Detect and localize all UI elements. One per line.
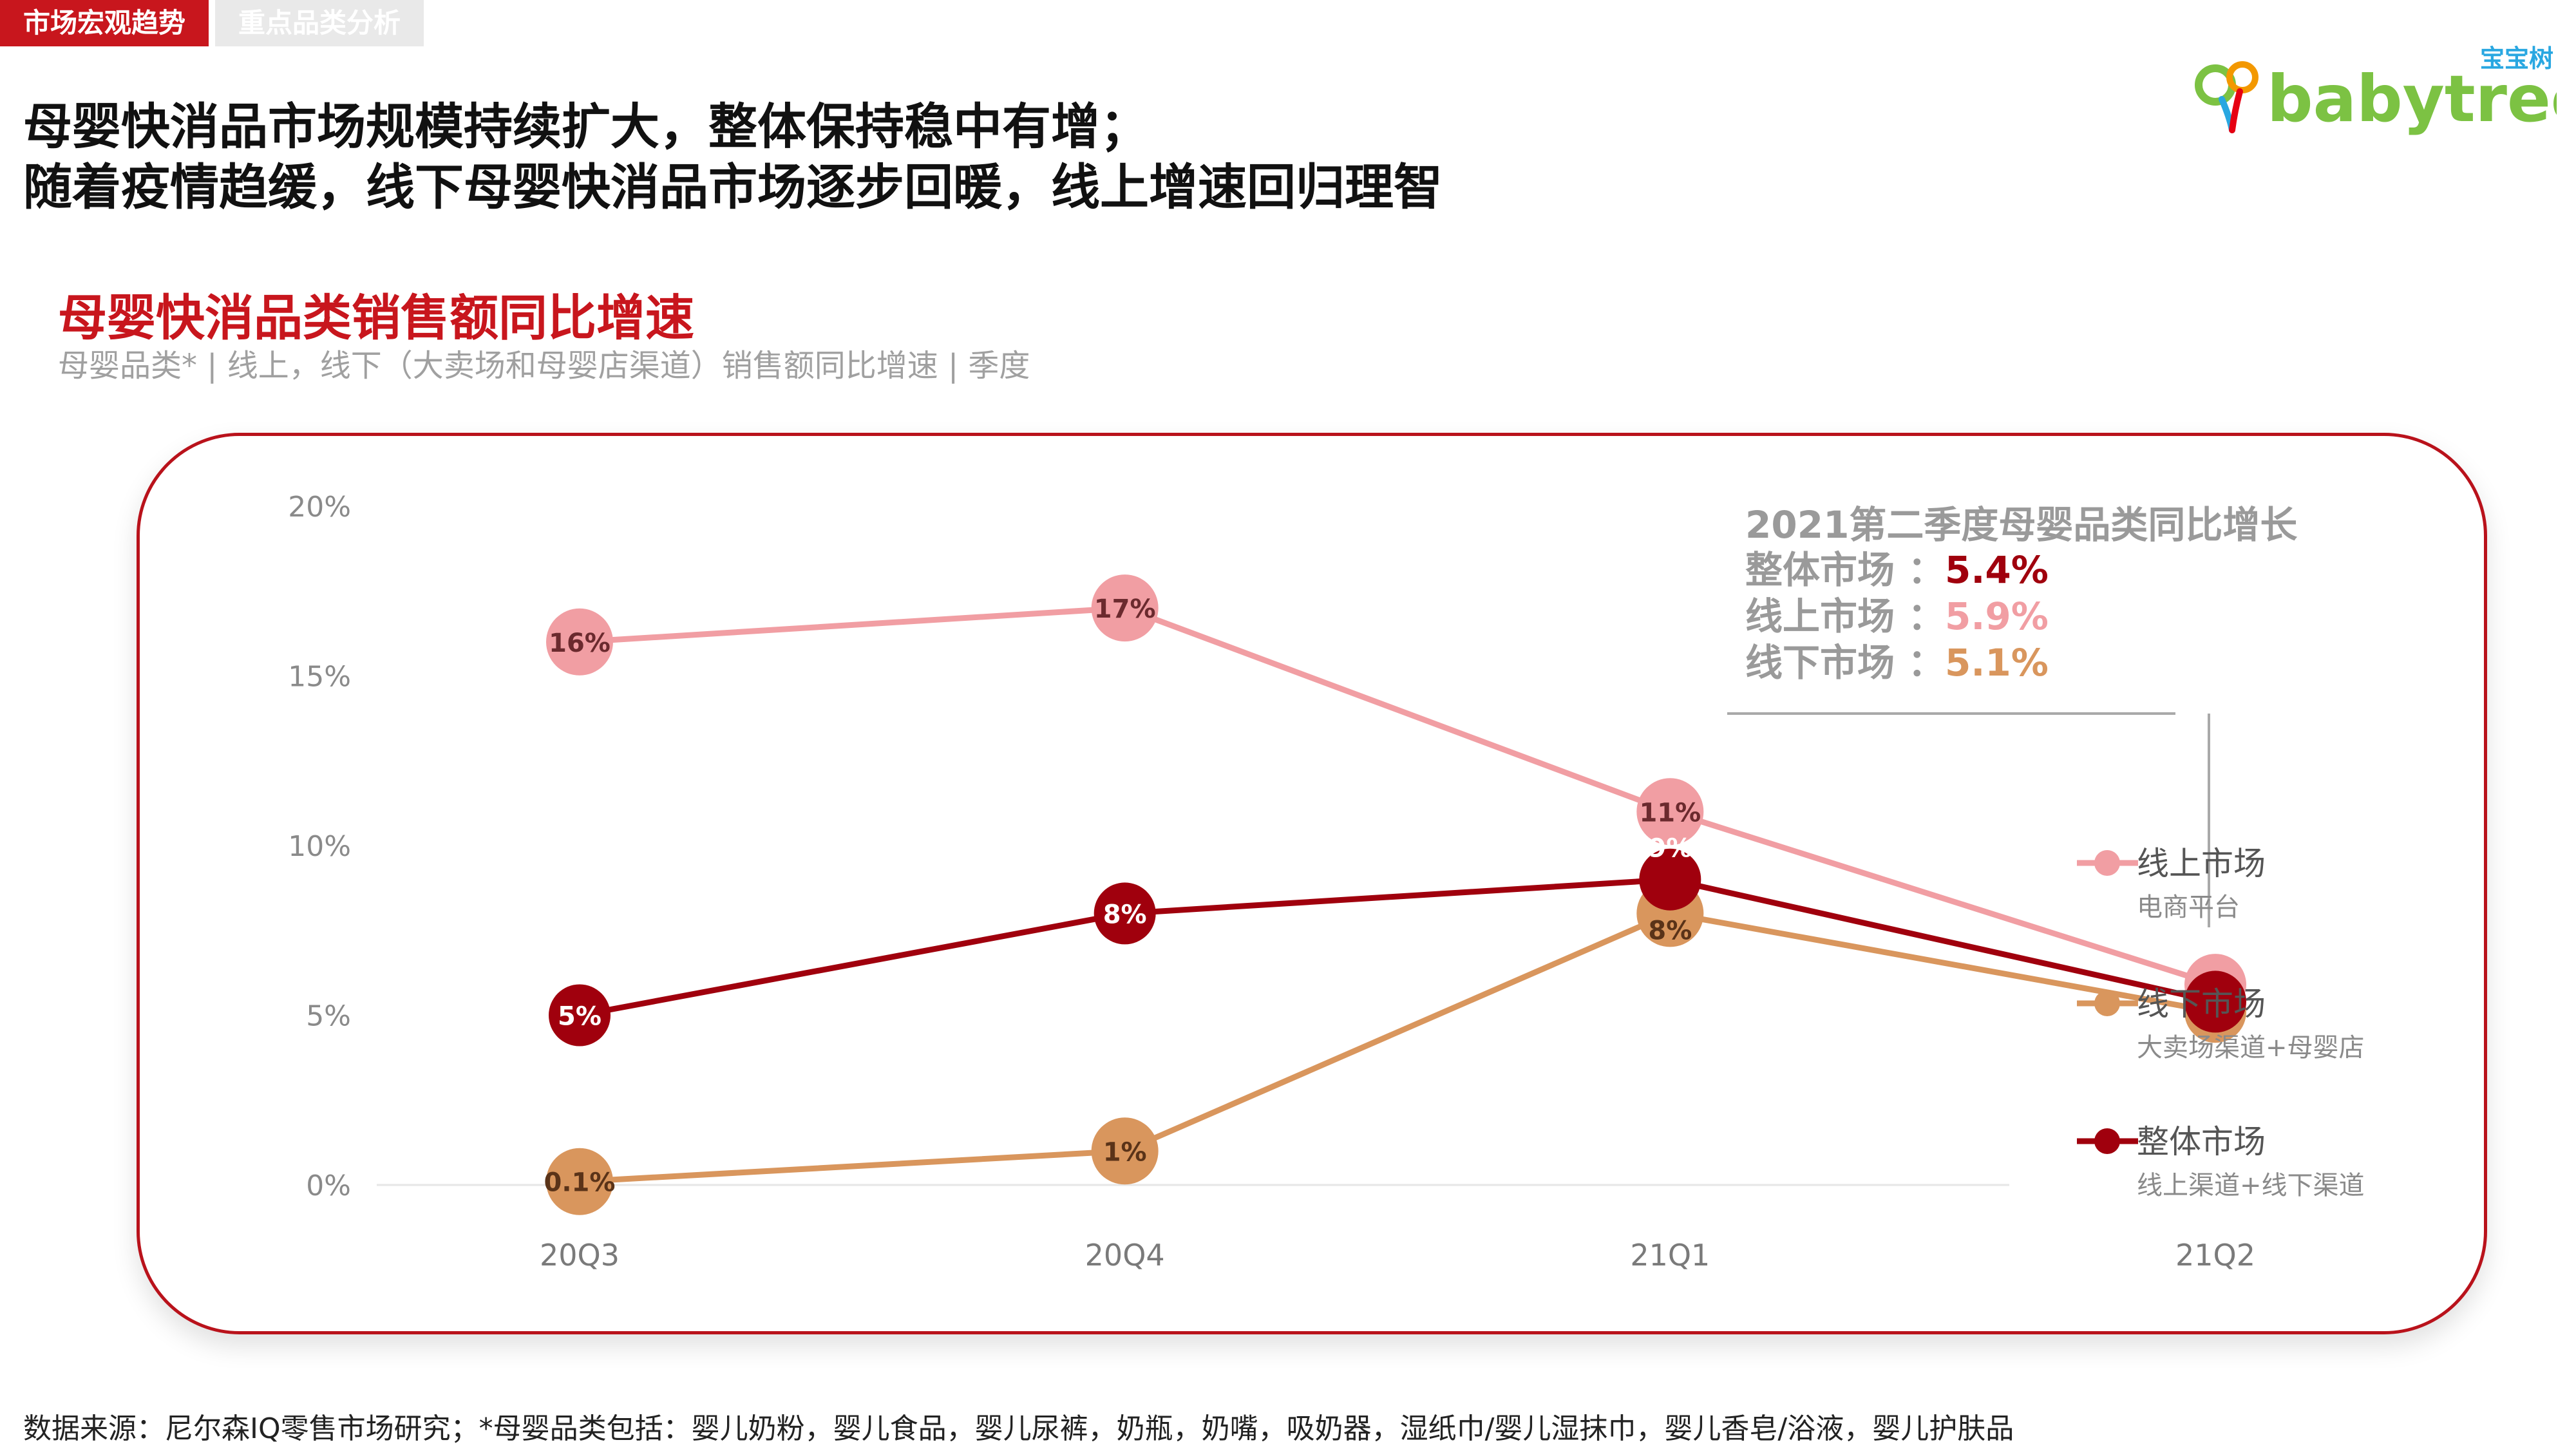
legend-swatch-marker (2094, 850, 2120, 876)
x-tick-label: 21Q2 (2175, 1238, 2255, 1273)
data-label: 0.1% (544, 1168, 616, 1198)
callout-row-label: 线下市场 ： (1745, 641, 1945, 685)
callout-row-value: 5.9% (1945, 594, 2049, 638)
data-point (1636, 778, 1704, 846)
babytree-logo: 宝宝树 babytree (2195, 44, 2557, 137)
tab-key-category-analysis[interactable]: 重点品类分析 (215, 0, 424, 46)
chart-title: 母婴快消品类销售额同比增速 (58, 289, 694, 346)
legend-series-desc: 大卖场渠道+母婴店 (2137, 1033, 2365, 1063)
legend-series-desc: 线上渠道+线下渠道 (2137, 1171, 2365, 1200)
data-source-footnote: 数据来源：尼尔森IQ零售市场研究；*母婴品类包括：婴儿奶粉，婴儿食品，婴儿尿裤，… (23, 1412, 2014, 1445)
x-tick-label: 21Q1 (1630, 1238, 1710, 1273)
callout-row-value: 5.4% (1945, 548, 2049, 592)
legend-series-desc: 电商平台 (2137, 893, 2240, 922)
tree-icon (2195, 61, 2259, 133)
data-label: 8% (1648, 916, 1692, 945)
x-tick-label: 20Q3 (540, 1238, 620, 1273)
data-label: 17% (1094, 594, 1156, 624)
data-label: 9% (1648, 834, 1692, 864)
data-point (546, 1148, 613, 1215)
logo-en-text: babytree (2267, 61, 2557, 137)
data-label: 16% (549, 629, 611, 658)
y-tick-label: 15% (288, 661, 351, 694)
callout-row-value: 5.1% (1945, 641, 2049, 685)
legend-series-name: 线下市场 (2137, 985, 2266, 1023)
headline-line-1: 母婴快消品市场规模持续扩大，整体保持稳中有增； (23, 98, 1149, 155)
y-tick-label: 20% (288, 491, 351, 524)
legend-series-name: 线上市场 (2137, 845, 2266, 882)
series-line (579, 876, 2216, 1018)
data-point (1091, 574, 1159, 642)
data-point (549, 984, 611, 1046)
legend-swatch-marker (2094, 990, 2120, 1016)
data-label: 1% (1103, 1137, 1147, 1167)
data-point (1091, 1117, 1159, 1185)
y-tick-label: 5% (306, 1000, 351, 1033)
headline: 母婴快消品市场规模持续扩大，整体保持稳中有增； 随着疫情趋缓，线下母婴快消品市场… (23, 97, 1955, 218)
data-label: 11% (1639, 798, 1701, 828)
section-tabs: 市场宏观趋势 重点品类分析 (0, 0, 424, 46)
callout-row-label: 整体市场 ： (1745, 548, 1945, 592)
y-tick-label: 10% (288, 830, 351, 863)
callout-row-label: 线上市场 ： (1745, 594, 1945, 638)
logo-cn-text: 宝宝树 (2480, 44, 2553, 73)
tab-market-macro-trend[interactable]: 市场宏观趋势 (0, 0, 209, 46)
chart-subtitle: 母婴品类* | 线上，线下（大卖场和母婴店渠道）销售额同比增速 | 季度 (58, 348, 1030, 384)
headline-line-2: 随着疫情趋缓，线下母婴快消品市场逐步回暖，线上增速回归理智 (23, 158, 1443, 216)
series-line (579, 910, 2216, 1185)
x-tick-label: 20Q4 (1085, 1238, 1165, 1273)
data-point (1639, 848, 1701, 911)
legend-swatch-marker (2094, 1128, 2120, 1154)
data-label: 5% (558, 1002, 601, 1032)
data-point (2184, 971, 2246, 1033)
callout-title: 2021第二季度母婴品类同比增长 (1745, 503, 2297, 547)
data-point (546, 608, 613, 676)
legend-series-name: 整体市场 (2137, 1123, 2266, 1160)
data-label: 8% (1103, 900, 1147, 929)
y-tick-label: 0% (306, 1170, 351, 1202)
data-point (1094, 882, 1156, 945)
series-line (579, 605, 2217, 988)
